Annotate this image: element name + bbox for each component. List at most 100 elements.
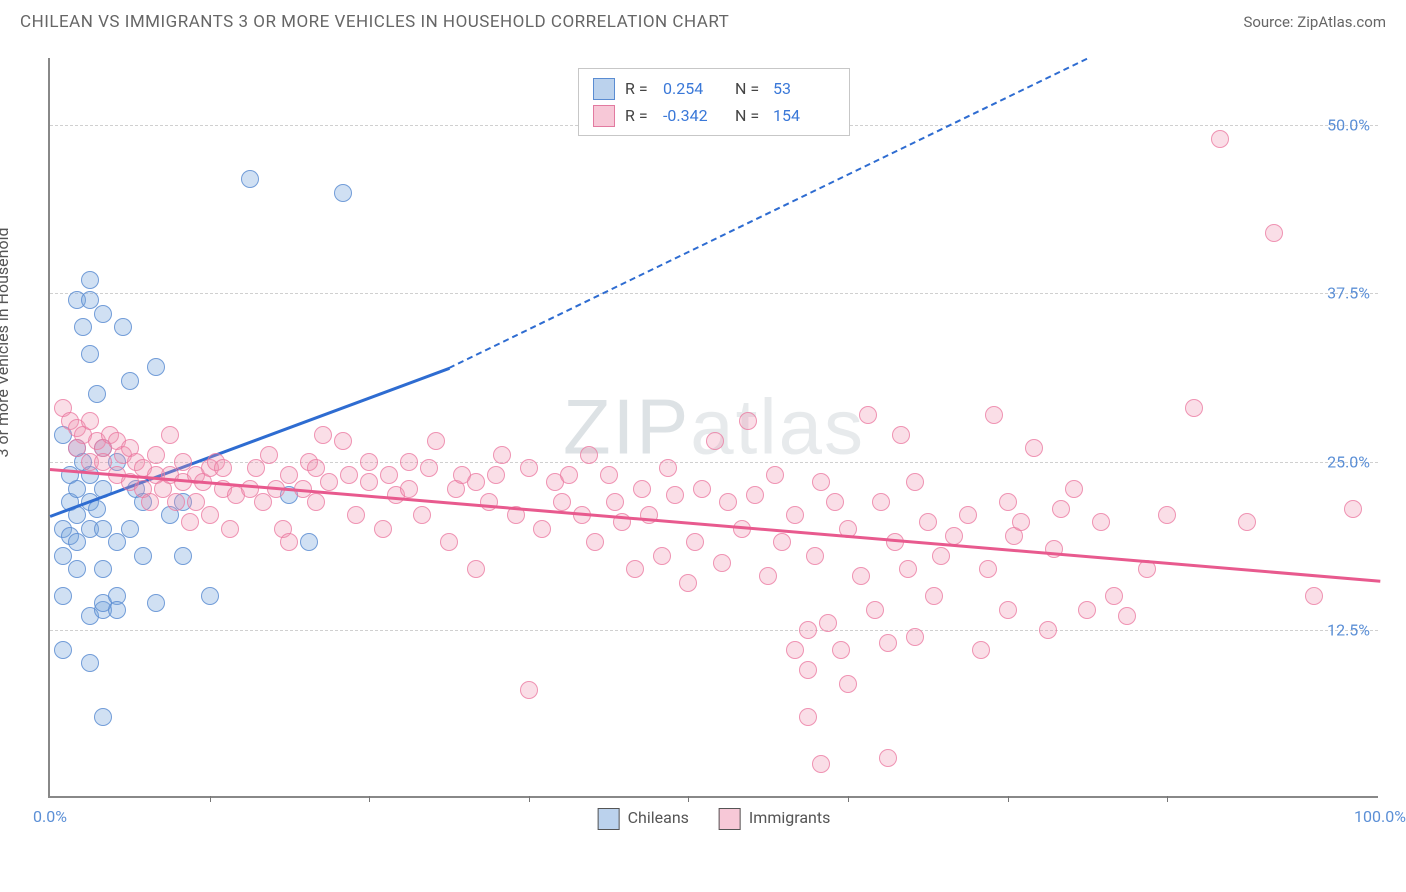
data-point <box>1092 513 1110 531</box>
data-point <box>879 634 897 652</box>
data-point <box>340 466 358 484</box>
data-point <box>653 547 671 565</box>
data-point <box>832 641 850 659</box>
data-point <box>812 473 830 491</box>
data-point <box>679 574 697 592</box>
source-prefix: Source: <box>1243 13 1297 31</box>
chart-header: CHILEAN VS IMMIGRANTS 3 OR MORE VEHICLES… <box>0 0 1406 40</box>
swatch-blue-icon <box>593 78 615 100</box>
data-point <box>560 466 578 484</box>
stats-row-blue: R = 0.254 N = 53 <box>593 75 835 102</box>
data-point <box>633 480 651 498</box>
data-point <box>739 412 757 430</box>
data-point <box>1025 439 1043 457</box>
data-point <box>400 453 418 471</box>
data-point <box>260 446 278 464</box>
data-point <box>400 480 418 498</box>
legend-label-chileans: Chileans <box>628 808 689 827</box>
data-point <box>533 520 551 538</box>
y-tick-label: 25.0% <box>1327 452 1370 471</box>
data-point <box>201 506 219 524</box>
x-tick-label: 100.0% <box>1354 807 1406 826</box>
data-point <box>626 560 644 578</box>
y-tick-label: 37.5% <box>1327 284 1370 303</box>
data-point <box>493 446 511 464</box>
data-point <box>606 493 624 511</box>
data-point <box>759 567 777 585</box>
data-point <box>147 446 165 464</box>
data-point <box>74 318 92 336</box>
data-point <box>201 587 219 605</box>
data-point <box>147 594 165 612</box>
data-point <box>94 305 112 323</box>
data-point <box>786 641 804 659</box>
data-point <box>280 533 298 551</box>
data-point <box>892 426 910 444</box>
data-point <box>427 432 445 450</box>
data-point <box>88 385 106 403</box>
data-point <box>906 473 924 491</box>
data-point <box>1078 601 1096 619</box>
data-point <box>1105 587 1123 605</box>
data-point <box>1344 500 1362 518</box>
y-tick-label: 50.0% <box>1327 116 1370 135</box>
data-point <box>812 755 830 773</box>
data-point <box>147 358 165 376</box>
data-point <box>640 506 658 524</box>
data-point <box>999 601 1017 619</box>
stats-r-value-blue: 0.254 <box>663 75 725 102</box>
data-point <box>247 459 265 477</box>
plot-inner: ZIPatlas 12.5%25.0%37.5%50.0%0.0%100.0% <box>50 58 1378 796</box>
y-axis-label: 3 or more Vehicles in Household <box>0 227 12 457</box>
x-tick <box>688 796 689 802</box>
data-point <box>380 466 398 484</box>
data-point <box>167 493 185 511</box>
data-point <box>1185 399 1203 417</box>
plot-area: ZIPatlas 12.5%25.0%37.5%50.0%0.0%100.0% … <box>48 58 1378 798</box>
legend-item-chileans: Chileans <box>598 808 689 830</box>
data-point <box>899 560 917 578</box>
chart-container: 3 or more Vehicles in Household ZIPatlas… <box>20 48 1386 838</box>
data-point <box>440 533 458 551</box>
data-point <box>108 533 126 551</box>
data-point <box>1039 621 1057 639</box>
data-point <box>925 587 943 605</box>
stats-r-label: R = <box>625 75 653 102</box>
data-point <box>872 493 890 511</box>
data-point <box>334 184 352 202</box>
data-point <box>773 533 791 551</box>
data-point <box>307 493 325 511</box>
grid-line <box>50 630 1378 631</box>
data-point <box>81 654 99 672</box>
data-point <box>985 406 1003 424</box>
data-point <box>600 466 618 484</box>
data-point <box>553 493 571 511</box>
data-point <box>1265 224 1283 242</box>
stats-box: R = 0.254 N = 53 R = -0.342 N = 154 <box>578 68 850 136</box>
data-point <box>214 459 232 477</box>
data-point <box>81 412 99 430</box>
data-point <box>1052 500 1070 518</box>
grid-line <box>50 293 1378 294</box>
data-point <box>1065 480 1083 498</box>
data-point <box>413 506 431 524</box>
data-point <box>1118 607 1136 625</box>
data-point <box>746 486 764 504</box>
stats-r-value-pink: -0.342 <box>663 102 725 129</box>
data-point <box>852 567 870 585</box>
data-point <box>866 601 884 619</box>
data-point <box>420 459 438 477</box>
legend-label-immigrants: Immigrants <box>749 808 830 827</box>
data-point <box>979 560 997 578</box>
legend-item-immigrants: Immigrants <box>719 808 830 830</box>
data-point <box>659 459 677 477</box>
data-point <box>706 432 724 450</box>
watermark-thin: atlas <box>690 383 865 471</box>
swatch-blue-icon <box>598 808 620 830</box>
x-tick <box>1008 796 1009 802</box>
data-point <box>666 486 684 504</box>
data-point <box>108 601 126 619</box>
data-point <box>81 271 99 289</box>
swatch-pink-icon <box>593 105 615 127</box>
data-point <box>54 587 72 605</box>
